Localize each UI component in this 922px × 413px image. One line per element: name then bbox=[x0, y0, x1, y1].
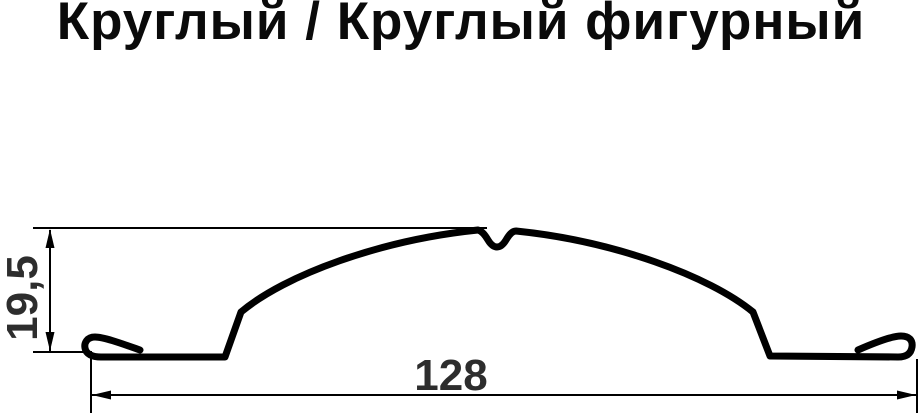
width-arrow-left bbox=[92, 390, 111, 400]
width-dimension-label: 128 bbox=[414, 351, 487, 400]
page-title: Круглый / Круглый фигурный bbox=[56, 0, 866, 51]
height-arrow-down bbox=[45, 332, 55, 351]
height-dimension-label: 19,5 bbox=[0, 255, 47, 341]
height-arrow-up bbox=[45, 229, 55, 248]
profile-outline bbox=[81, 226, 916, 361]
width-arrow-right bbox=[897, 390, 916, 400]
